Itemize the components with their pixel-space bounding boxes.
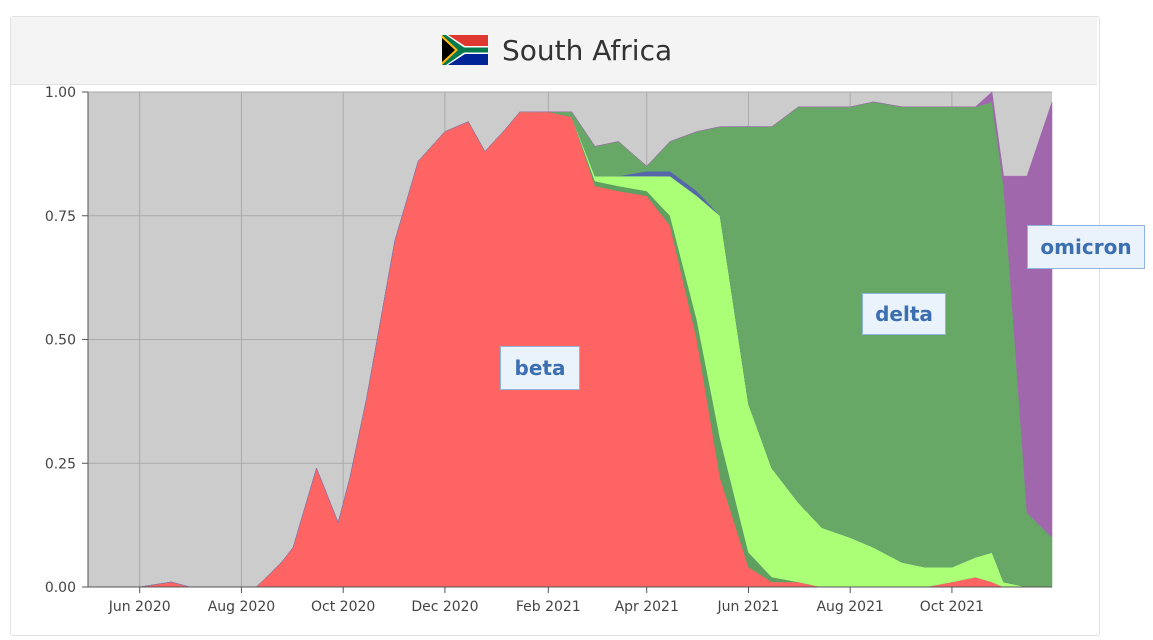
chart-title: South Africa bbox=[502, 34, 673, 67]
x-tick-label: Jun 2020 bbox=[108, 599, 171, 615]
x-tick-label: Oct 2020 bbox=[311, 599, 375, 615]
x-tick-label: Aug 2021 bbox=[816, 599, 883, 615]
x-tick-label: Aug 2020 bbox=[208, 599, 275, 615]
series-area-omicron bbox=[87, 91, 1053, 588]
x-tick-label: Jun 2021 bbox=[716, 599, 779, 615]
x-tick-label: Oct 2021 bbox=[920, 599, 984, 615]
y-tick-label: 1.00 bbox=[45, 85, 76, 101]
south-africa-flag-icon bbox=[442, 35, 488, 65]
y-tick-label: 0.00 bbox=[45, 580, 76, 596]
y-tick-label: 0.25 bbox=[45, 456, 76, 472]
x-tick-label: Apr 2021 bbox=[615, 599, 679, 615]
x-tick-label: Feb 2021 bbox=[516, 599, 581, 615]
annotation-beta: beta bbox=[500, 346, 580, 390]
chart-header bbox=[11, 17, 1097, 85]
y-tick-label: 0.50 bbox=[45, 333, 76, 349]
annotation-omicron: omicron bbox=[1027, 225, 1145, 269]
x-tick-label: Dec 2020 bbox=[411, 599, 478, 615]
annotation-delta: delta bbox=[862, 293, 946, 335]
y-tick-label: 0.75 bbox=[45, 209, 76, 225]
